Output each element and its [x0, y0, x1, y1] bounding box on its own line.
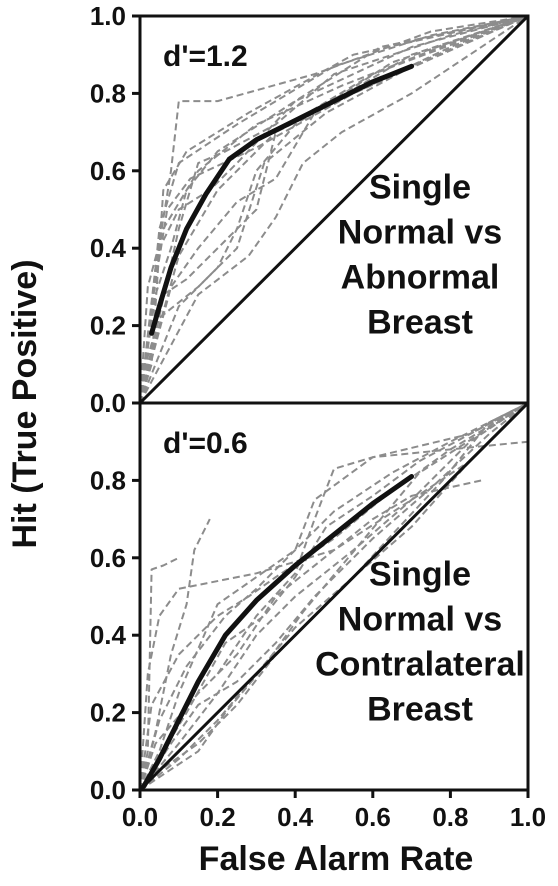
plot-frame — [138, 401, 530, 792]
observer-roc-curve-13 — [139, 15, 529, 404]
observer-roc-curve-9 — [139, 15, 529, 404]
condition-annotation: Single Normal vs Contralateral Breast — [315, 556, 525, 729]
y-axis-title: Hit (True Positive) — [6, 259, 44, 548]
chance-diagonal-line — [138, 401, 530, 792]
dprime-label: d'=0.6 — [163, 427, 248, 460]
condition-annotation: Single Normal vs Abnormal Breast — [338, 169, 502, 342]
observer-roc-curve-10 — [139, 15, 529, 404]
observer-roc-curve-12 — [139, 15, 529, 404]
top-roc-panel: 0.0 0.2 0.4 0.6 0.8 1.0 d'=1.2 Single Normal vs A… — [90, 1, 530, 418]
model-roc-curve — [141, 474, 415, 789]
x-axis-title: False Alarm Rate — [199, 840, 474, 878]
observer-roc-curve-11 — [139, 402, 529, 791]
x-tick-label: 0.6 — [355, 802, 391, 832]
y-tick-label: 0.4 — [90, 620, 127, 650]
observer-roc-curve-2 — [139, 15, 529, 404]
annotation-line: Single — [369, 169, 471, 207]
observer-roc-curve-7 — [139, 402, 529, 791]
annotation-line: Abnormal — [341, 259, 500, 297]
y-tick-label: 0.2 — [90, 698, 126, 728]
observer-roc-curve-13 — [139, 402, 529, 791]
dprime-label: d'=1.2 — [163, 40, 248, 73]
observer-roc-curve-6 — [139, 402, 529, 791]
y-tick-label: 0.0 — [90, 775, 126, 805]
annotation-line: Normal vs — [338, 214, 502, 252]
observer-roc-curve-12 — [139, 402, 529, 791]
observer-roc-curve-1 — [139, 556, 180, 791]
observer-roc-curve-5 — [139, 15, 529, 404]
observer-roc-curve-14 — [139, 15, 529, 404]
annotation-line: Breast — [367, 691, 473, 729]
y-tick-label: 0.2 — [90, 311, 126, 341]
x-tick-label: 1.0 — [510, 802, 546, 832]
bottom-roc-panel: 0.0 0.2 0.4 0.6 0.8 0.0 0.2 0.4 0.6 0.8 1.0 d'=0.6 S… — [90, 401, 546, 832]
y-tick-label: 0.8 — [90, 78, 126, 108]
y-tick-label: 0.4 — [90, 233, 127, 263]
annotation-line: Normal vs — [338, 601, 502, 639]
x-tick-label: 0.2 — [200, 802, 236, 832]
annotation-line: Single — [369, 556, 471, 594]
observer-roc-curve-6 — [139, 15, 529, 404]
model-roc-curve — [149, 63, 415, 336]
x-tick-label: 0.4 — [277, 802, 314, 832]
observer-roc-curve-4 — [139, 15, 529, 404]
observer-roc-curve-14 — [216, 440, 529, 675]
x-tick-label: 0.8 — [432, 802, 468, 832]
annotation-line: Breast — [367, 304, 473, 342]
observer-roc-curve-8 — [139, 15, 529, 404]
y-tick-label: 0.8 — [90, 465, 126, 495]
y-tick-label: 0.6 — [90, 156, 126, 186]
observer-roc-curve-8 — [139, 402, 529, 791]
observer-roc-curve-3 — [139, 15, 529, 404]
annotation-line: Contralateral — [315, 646, 525, 684]
chance-diagonal-line — [138, 14, 530, 405]
x-tick-label: 0.0 — [122, 802, 158, 832]
observer-roc-curve-4 — [139, 479, 482, 791]
observer-roc-curve-5 — [139, 402, 529, 791]
y-tick-label: 1.0 — [90, 1, 126, 31]
y-tick-label: 0.0 — [90, 388, 126, 418]
y-tick-label: 0.6 — [90, 543, 126, 573]
observer-roc-curve-9 — [139, 402, 529, 791]
